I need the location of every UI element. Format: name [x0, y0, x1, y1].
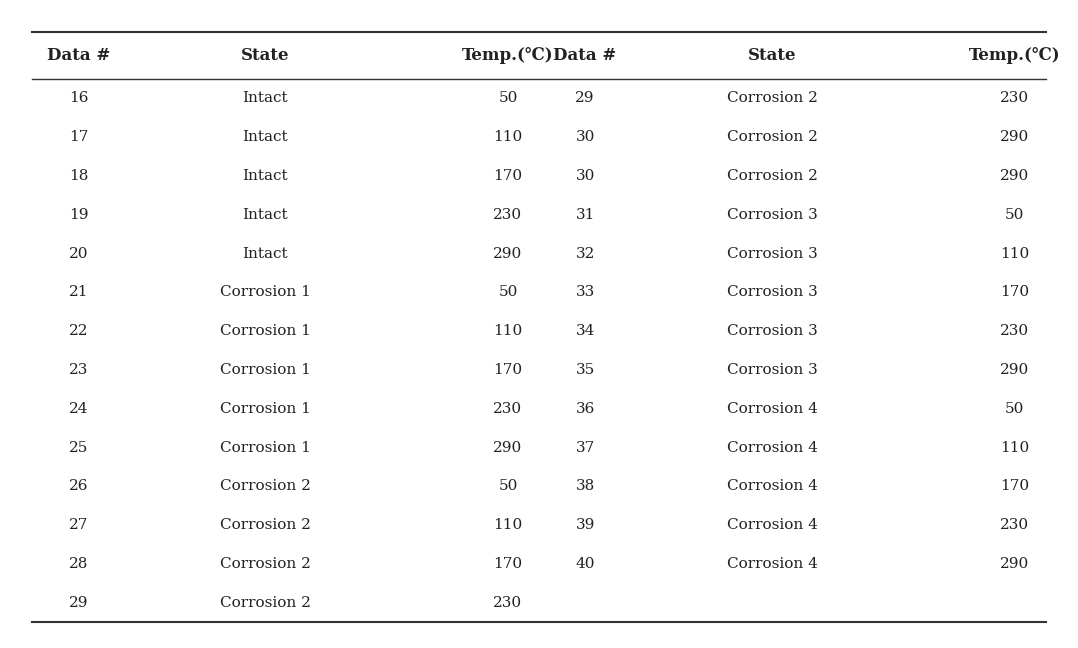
Text: 290: 290 — [1000, 363, 1029, 377]
Text: Corrosion 3: Corrosion 3 — [727, 208, 817, 222]
Text: 39: 39 — [576, 518, 595, 532]
Text: Corrosion 2: Corrosion 2 — [727, 91, 817, 106]
Text: 110: 110 — [494, 130, 523, 145]
Text: 170: 170 — [494, 363, 523, 377]
Text: 36: 36 — [576, 402, 595, 416]
Text: Corrosion 2: Corrosion 2 — [727, 169, 817, 183]
Text: 110: 110 — [494, 518, 523, 532]
Text: Intact: Intact — [243, 208, 288, 222]
Text: 30: 30 — [576, 169, 595, 183]
Text: 110: 110 — [1000, 441, 1029, 454]
Text: Corrosion 2: Corrosion 2 — [727, 130, 817, 145]
Text: State: State — [748, 47, 797, 64]
Text: 37: 37 — [576, 441, 595, 454]
Text: 32: 32 — [576, 247, 595, 260]
Text: 27: 27 — [69, 518, 88, 532]
Text: 290: 290 — [494, 441, 523, 454]
Text: 170: 170 — [494, 169, 523, 183]
Text: 290: 290 — [1000, 130, 1029, 145]
Text: Corrosion 1: Corrosion 1 — [220, 363, 310, 377]
Text: Intact: Intact — [243, 169, 288, 183]
Text: 19: 19 — [69, 208, 88, 222]
Text: 31: 31 — [576, 208, 595, 222]
Text: 230: 230 — [494, 402, 523, 416]
Text: 26: 26 — [69, 480, 88, 493]
Text: 230: 230 — [494, 596, 523, 610]
Text: 29: 29 — [576, 91, 595, 106]
Text: 30: 30 — [576, 130, 595, 145]
Text: Corrosion 2: Corrosion 2 — [220, 518, 310, 532]
Text: 20: 20 — [69, 247, 88, 260]
Text: 230: 230 — [1000, 91, 1029, 106]
Text: Corrosion 3: Corrosion 3 — [727, 324, 817, 338]
Text: 230: 230 — [1000, 324, 1029, 338]
Text: 110: 110 — [494, 324, 523, 338]
Text: Data #: Data # — [46, 47, 110, 64]
Text: Corrosion 1: Corrosion 1 — [220, 441, 310, 454]
Text: 17: 17 — [69, 130, 88, 145]
Text: 290: 290 — [1000, 169, 1029, 183]
Text: 38: 38 — [576, 480, 595, 493]
Text: 24: 24 — [69, 402, 88, 416]
Text: 29: 29 — [69, 596, 88, 610]
Text: Corrosion 4: Corrosion 4 — [727, 518, 817, 532]
Text: Corrosion 4: Corrosion 4 — [727, 480, 817, 493]
Text: 28: 28 — [69, 557, 88, 571]
Text: Temp.(℃): Temp.(℃) — [969, 47, 1061, 64]
Text: 170: 170 — [494, 557, 523, 571]
Text: Corrosion 1: Corrosion 1 — [220, 402, 310, 416]
Text: 170: 170 — [1000, 285, 1029, 299]
Text: Intact: Intact — [243, 91, 288, 106]
Text: State: State — [241, 47, 290, 64]
Text: 21: 21 — [69, 285, 88, 299]
Text: Corrosion 2: Corrosion 2 — [220, 557, 310, 571]
Text: 110: 110 — [1000, 247, 1029, 260]
Text: 230: 230 — [494, 208, 523, 222]
Text: Corrosion 4: Corrosion 4 — [727, 557, 817, 571]
Text: 25: 25 — [69, 441, 88, 454]
Text: 170: 170 — [1000, 480, 1029, 493]
Text: 22: 22 — [69, 324, 88, 338]
Text: 23: 23 — [69, 363, 88, 377]
Text: Corrosion 4: Corrosion 4 — [727, 402, 817, 416]
Text: 230: 230 — [1000, 518, 1029, 532]
Text: 50: 50 — [498, 480, 517, 493]
Text: Corrosion 1: Corrosion 1 — [220, 285, 310, 299]
Text: 50: 50 — [1005, 402, 1024, 416]
Text: Intact: Intact — [243, 130, 288, 145]
Text: Corrosion 2: Corrosion 2 — [220, 480, 310, 493]
Text: 290: 290 — [1000, 557, 1029, 571]
Text: Corrosion 4: Corrosion 4 — [727, 441, 817, 454]
Text: 290: 290 — [494, 247, 523, 260]
Text: Temp.(℃): Temp.(℃) — [462, 47, 554, 64]
Text: 50: 50 — [1005, 208, 1024, 222]
Text: 35: 35 — [576, 363, 595, 377]
Text: Corrosion 3: Corrosion 3 — [727, 363, 817, 377]
Text: 40: 40 — [576, 557, 595, 571]
Text: 16: 16 — [69, 91, 88, 106]
Text: 33: 33 — [576, 285, 595, 299]
Text: Data #: Data # — [553, 47, 617, 64]
Text: Corrosion 3: Corrosion 3 — [727, 285, 817, 299]
Text: Corrosion 2: Corrosion 2 — [220, 596, 310, 610]
Text: Corrosion 3: Corrosion 3 — [727, 247, 817, 260]
Text: Corrosion 1: Corrosion 1 — [220, 324, 310, 338]
Text: 18: 18 — [69, 169, 88, 183]
Text: Intact: Intact — [243, 247, 288, 260]
Text: 50: 50 — [498, 285, 517, 299]
Text: 50: 50 — [498, 91, 517, 106]
Text: 34: 34 — [576, 324, 595, 338]
